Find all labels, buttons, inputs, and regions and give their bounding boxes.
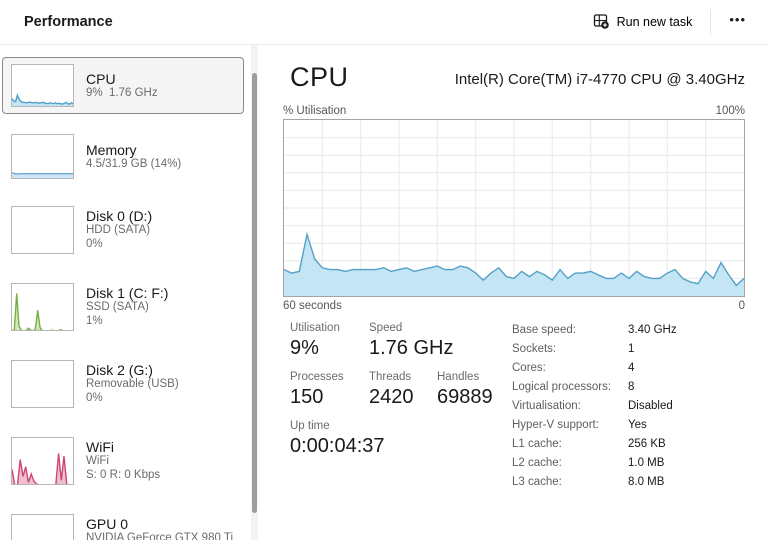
kv-value: 1 xyxy=(628,343,635,355)
kv-value: 8 xyxy=(628,381,635,393)
cpu-header: CPU Intel(R) Core(TM) i7-4770 CPU @ 3.40… xyxy=(283,62,745,93)
gpu0-mini-chart xyxy=(11,514,74,540)
kv-label: Sockets: xyxy=(512,343,557,355)
disk1-item-type: SSD (SATA) xyxy=(86,301,149,314)
more-options-button[interactable]: ••• xyxy=(719,9,756,35)
sidebar-item-disk2[interactable]: Disk 2 (G:) Removable (USB) 0% xyxy=(2,353,244,415)
ellipsis-icon: ••• xyxy=(729,11,746,27)
cpu-item-title: CPU xyxy=(86,70,116,87)
memory-item-title: Memory xyxy=(86,141,137,158)
stats-row-2: Processes 150 Threads 2420 Handles 69889 xyxy=(290,371,512,409)
sidebar-item-wifi[interactable]: WiFi WiFi S: 0 R: 0 Kbps xyxy=(2,430,244,492)
kv-label: Logical processors: xyxy=(512,381,612,393)
wifi-mini-chart xyxy=(11,437,74,485)
kv-label: Virtualisation: xyxy=(512,400,581,412)
run-new-task-button[interactable]: Run new task xyxy=(582,6,703,38)
cpu-chart-svg xyxy=(284,120,744,296)
sidebar-scrollbar-track[interactable] xyxy=(251,45,258,540)
cpu-model-name: Intel(R) Core(TM) i7-4770 CPU @ 3.40GHz xyxy=(454,71,745,88)
new-task-icon xyxy=(593,13,609,32)
stat-processes: Processes 150 xyxy=(290,371,344,408)
cpu-panel-title: CPU xyxy=(290,62,349,92)
kv-value: 1.0 MB xyxy=(628,457,665,469)
disk1-item-stats: 1% xyxy=(86,315,103,328)
header-actions: Run new task ••• xyxy=(582,6,756,38)
cpu-stats: Utilisation 9% Speed 1.76 GHz Processes … xyxy=(283,322,745,488)
disk2-mini-chart xyxy=(11,360,74,408)
kv-value: 3.40 GHz xyxy=(628,324,677,336)
cpu-item-stats: 9% 1.76 GHz xyxy=(86,86,158,99)
kv-label: Cores: xyxy=(512,362,546,374)
stat-threads: Threads 2420 xyxy=(369,371,414,408)
memory-mini-chart xyxy=(11,134,74,179)
run-new-task-label: Run new task xyxy=(616,15,693,29)
performance-sidebar: CPU 9% 1.76 GHz Memory 4.5/31.9 GB (14%)… xyxy=(0,45,262,540)
stat-utilisation: Utilisation 9% xyxy=(290,322,340,359)
kv-label: Hyper-V support: xyxy=(512,419,599,431)
memory-item-stats: 4.5/31.9 GB (14%) xyxy=(86,157,182,170)
disk2-item-title: Disk 2 (G:) xyxy=(86,362,153,379)
kv-label: L1 cache: xyxy=(512,438,562,450)
chart-bottom-axis: 60 seconds 0 xyxy=(283,300,745,312)
chart-top-axis: % Utilisation 100% xyxy=(283,105,745,117)
kv-label: L3 cache: xyxy=(512,476,562,488)
kv-value: 4 xyxy=(628,362,635,374)
disk0-mini-chart xyxy=(11,206,74,254)
wifi-item-stats: S: 0 R: 0 Kbps xyxy=(86,469,161,482)
cpu-stats-left: Utilisation 9% Speed 1.76 GHz Processes … xyxy=(283,322,512,488)
x-axis-left-label: 60 seconds xyxy=(283,300,342,312)
sidebar-item-gpu0[interactable]: GPU 0 NVIDIA GeForce GTX 980 Ti 9% (28 °… xyxy=(2,507,244,540)
gpu0-item-name: NVIDIA GeForce GTX 980 Ti xyxy=(86,532,233,540)
kv-label: L2 cache: xyxy=(512,457,562,469)
disk0-item-title: Disk 0 (D:) xyxy=(86,208,153,225)
disk0-item-stats: 0% xyxy=(86,238,103,251)
sidebar-scrollbar-thumb[interactable] xyxy=(252,73,257,513)
stat-uptime: Up time 0:00:04:37 xyxy=(290,420,385,457)
disk1-mini-chart xyxy=(11,283,74,331)
disk0-item-type: HDD (SATA) xyxy=(86,224,151,237)
cpu-mini-chart xyxy=(11,64,74,107)
sidebar-item-cpu[interactable]: CPU 9% 1.76 GHz xyxy=(2,57,244,114)
cpu-utilisation-chart xyxy=(283,119,745,297)
disk2-item-type: Removable (USB) xyxy=(86,378,179,391)
y-axis-label: % Utilisation xyxy=(283,105,347,117)
memory-item-text: Memory 4.5/31.9 GB (14%) xyxy=(86,142,181,172)
kv-label: Base speed: xyxy=(512,324,576,336)
kv-value: 8.0 MB xyxy=(628,476,665,488)
wifi-item-title: WiFi xyxy=(86,439,114,456)
header-bar: Performance Run new task ••• xyxy=(0,0,768,45)
disk1-item-text: Disk 1 (C: F:) SSD (SATA) 1% xyxy=(86,285,168,328)
gpu0-item-text: GPU 0 NVIDIA GeForce GTX 980 Ti 9% (28 °… xyxy=(86,516,233,540)
cpu-item-text: CPU 9% 1.76 GHz xyxy=(86,71,158,101)
disk0-item-text: Disk 0 (D:) HDD (SATA) 0% xyxy=(86,208,152,251)
cpu-stats-right: Base speed: 3.40 GHz Sockets: 1 Cores: 4 Lo… xyxy=(512,322,745,488)
sidebar-item-disk0[interactable]: Disk 0 (D:) HDD (SATA) 0% xyxy=(2,199,244,261)
sidebar-item-memory[interactable]: Memory 4.5/31.9 GB (14%) xyxy=(2,127,244,186)
stats-row-1: Utilisation 9% Speed 1.76 GHz xyxy=(290,322,512,360)
gpu0-item-title: GPU 0 xyxy=(86,516,129,533)
disk1-item-title: Disk 1 (C: F:) xyxy=(86,285,169,302)
header-divider xyxy=(710,9,712,35)
cpu-detail-panel: CPU Intel(R) Core(TM) i7-4770 CPU @ 3.40… xyxy=(262,45,768,540)
disk2-item-stats: 0% xyxy=(86,392,103,405)
disk2-item-text: Disk 2 (G:) Removable (USB) 0% xyxy=(86,362,179,405)
stats-row-3: Up time 0:00:04:37 xyxy=(290,420,512,458)
wifi-item-type: WiFi xyxy=(86,455,109,468)
kv-value: Yes xyxy=(628,419,647,431)
stat-speed: Speed 1.76 GHz xyxy=(369,322,454,359)
page-title: Performance xyxy=(24,14,113,30)
sidebar-item-disk1[interactable]: Disk 1 (C: F:) SSD (SATA) 1% xyxy=(2,276,244,338)
stat-handles: Handles 69889 xyxy=(437,371,493,408)
x-axis-right-label: 0 xyxy=(738,300,745,312)
wifi-item-text: WiFi WiFi S: 0 R: 0 Kbps xyxy=(86,439,160,482)
content-area: CPU 9% 1.76 GHz Memory 4.5/31.9 GB (14%)… xyxy=(0,45,768,540)
kv-value: Disabled xyxy=(628,400,673,412)
kv-value: 256 KB xyxy=(628,438,666,450)
y-axis-max-label: 100% xyxy=(715,105,745,117)
